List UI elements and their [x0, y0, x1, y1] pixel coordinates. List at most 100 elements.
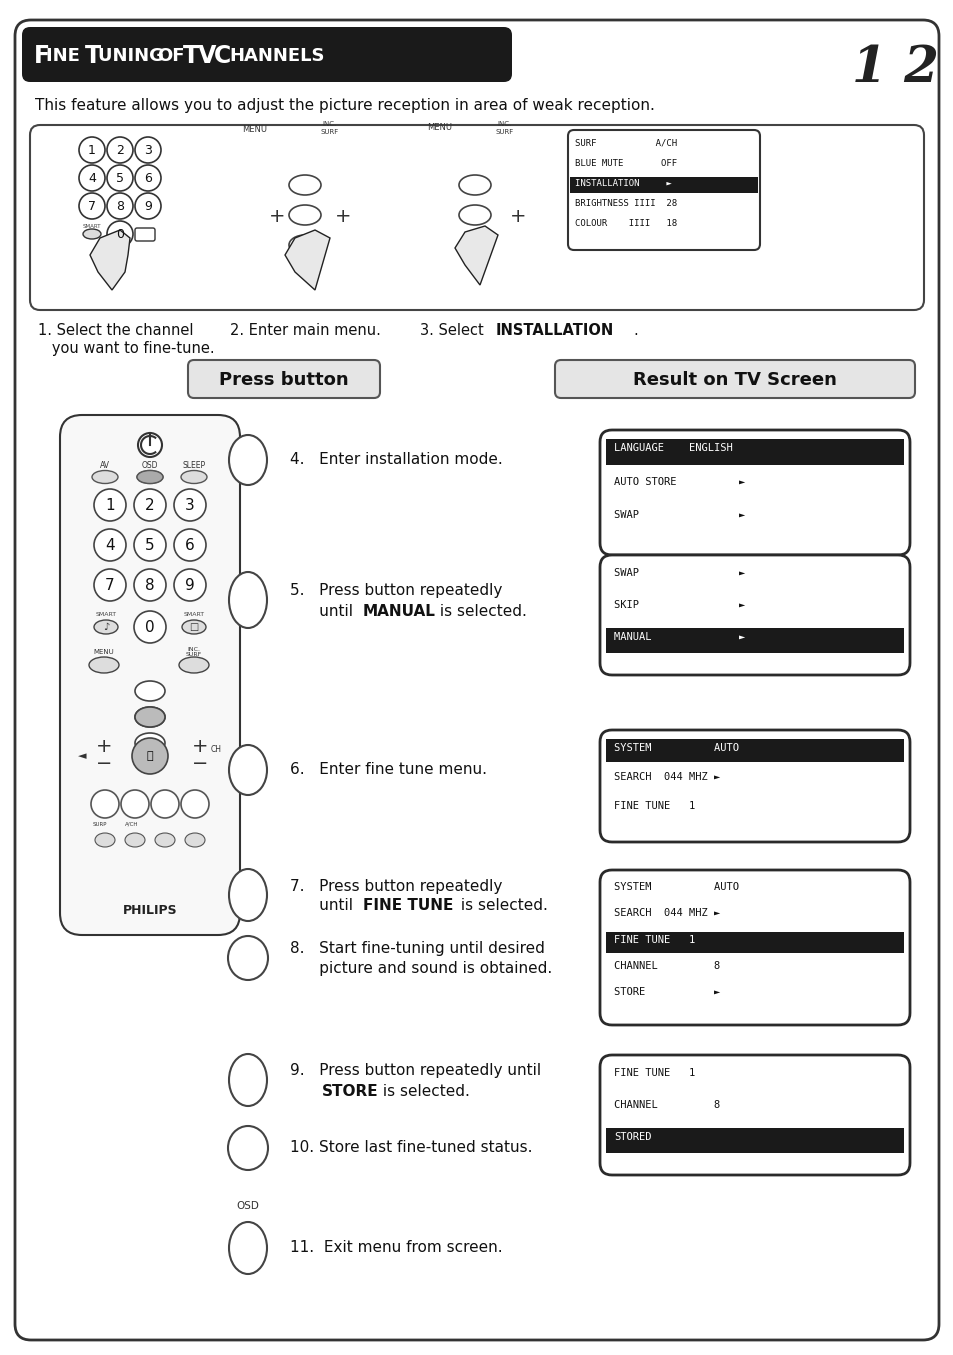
Text: +: + — [269, 207, 285, 226]
Text: MENU: MENU — [93, 649, 114, 654]
Text: CHANNEL         8: CHANNEL 8 — [614, 961, 720, 970]
Circle shape — [133, 489, 166, 522]
Text: SWAP                ►: SWAP ► — [614, 511, 744, 520]
Text: is selected.: is selected. — [435, 603, 526, 618]
Text: SMART: SMART — [183, 612, 204, 618]
Text: FINE TUNE   1: FINE TUNE 1 — [614, 935, 695, 944]
Text: SMART: SMART — [95, 612, 116, 618]
Text: SYSTEM          AUTO: SYSTEM AUTO — [614, 743, 739, 752]
Circle shape — [135, 192, 161, 220]
Text: picture and sound is obtained.: picture and sound is obtained. — [290, 962, 552, 977]
Text: This feature allows you to adjust the picture reception in area of weak receptio: This feature allows you to adjust the pi… — [35, 98, 654, 112]
Text: AUTO STORE          ►: AUTO STORE ► — [614, 477, 744, 486]
Text: 9: 9 — [185, 577, 194, 592]
Circle shape — [173, 489, 206, 522]
Text: CHANNEL         8: CHANNEL 8 — [614, 1100, 720, 1110]
Text: until: until — [290, 603, 357, 618]
Text: you want to fine-tune.: you want to fine-tune. — [38, 341, 214, 356]
Text: SURP: SURP — [92, 821, 107, 827]
Circle shape — [173, 528, 206, 561]
Text: OSD: OSD — [236, 1201, 259, 1211]
Circle shape — [151, 790, 179, 818]
FancyBboxPatch shape — [188, 360, 379, 398]
Circle shape — [138, 434, 162, 457]
Ellipse shape — [289, 234, 320, 255]
Text: INC.
SURF: INC. SURF — [186, 646, 202, 657]
Text: +: + — [95, 737, 112, 756]
Text: PHILIPS: PHILIPS — [123, 904, 177, 916]
Circle shape — [107, 137, 132, 163]
Text: OSD: OSD — [142, 461, 158, 469]
Ellipse shape — [289, 205, 320, 225]
Text: INC.
SURF: INC. SURF — [496, 122, 514, 134]
Text: AV: AV — [100, 461, 110, 469]
Ellipse shape — [229, 572, 267, 627]
Text: MANUAL              ►: MANUAL ► — [614, 631, 744, 642]
Text: 4.   Enter installation mode.: 4. Enter installation mode. — [290, 453, 502, 467]
Text: 8: 8 — [116, 199, 124, 213]
Ellipse shape — [135, 682, 165, 701]
Text: 2: 2 — [116, 144, 124, 156]
Text: INSTALLATION     ►: INSTALLATION ► — [575, 179, 671, 187]
Text: □: □ — [190, 622, 198, 631]
Circle shape — [79, 192, 105, 220]
Text: 5: 5 — [116, 172, 124, 184]
Text: ◄: ◄ — [77, 751, 86, 762]
Ellipse shape — [229, 745, 267, 795]
Text: 5.   Press button repeatedly: 5. Press button repeatedly — [290, 584, 502, 599]
Ellipse shape — [229, 1222, 267, 1274]
Circle shape — [107, 165, 132, 191]
Text: 9.   Press button repeatedly until: 9. Press button repeatedly until — [290, 1064, 540, 1079]
Text: Press button: Press button — [219, 371, 349, 389]
Text: FINE TUNE   1: FINE TUNE 1 — [614, 801, 695, 812]
FancyBboxPatch shape — [605, 740, 903, 762]
Ellipse shape — [229, 1054, 267, 1106]
Text: Result on TV Screen: Result on TV Screen — [633, 371, 836, 389]
Text: 8: 8 — [145, 577, 154, 592]
Ellipse shape — [181, 470, 207, 484]
Ellipse shape — [182, 621, 206, 634]
Ellipse shape — [154, 833, 174, 847]
Text: STORE: STORE — [322, 1084, 378, 1099]
Ellipse shape — [83, 229, 101, 238]
Text: 🔇: 🔇 — [147, 751, 153, 762]
Text: MENU: MENU — [242, 126, 267, 134]
FancyBboxPatch shape — [555, 360, 914, 398]
Text: 10. Store last fine-tuned status.: 10. Store last fine-tuned status. — [290, 1141, 532, 1156]
Text: INC.
SURF: INC. SURF — [320, 122, 338, 134]
Text: 3: 3 — [144, 144, 152, 156]
Polygon shape — [455, 226, 497, 285]
Text: 4: 4 — [88, 172, 96, 184]
Text: T: T — [85, 43, 101, 68]
Text: SEARCH  044 MHZ ►: SEARCH 044 MHZ ► — [614, 772, 720, 782]
FancyBboxPatch shape — [605, 439, 903, 465]
Text: 3. Select: 3. Select — [419, 322, 488, 337]
Text: 7: 7 — [105, 577, 114, 592]
Circle shape — [94, 569, 126, 602]
FancyBboxPatch shape — [605, 627, 903, 653]
Text: CH: CH — [211, 745, 221, 755]
Circle shape — [133, 611, 166, 644]
Polygon shape — [285, 230, 330, 290]
FancyBboxPatch shape — [135, 228, 154, 241]
Text: 2. Enter main menu.: 2. Enter main menu. — [230, 322, 380, 337]
Text: 0: 0 — [145, 619, 154, 634]
FancyBboxPatch shape — [599, 430, 909, 556]
Text: 1: 1 — [88, 144, 96, 156]
Text: 5: 5 — [145, 538, 154, 553]
Circle shape — [79, 165, 105, 191]
FancyBboxPatch shape — [605, 932, 903, 953]
Text: INE: INE — [46, 47, 86, 65]
Text: F: F — [34, 43, 51, 68]
Text: HANNELS: HANNELS — [229, 47, 324, 65]
Text: is selected.: is selected. — [377, 1084, 470, 1099]
Text: STORE           ►: STORE ► — [614, 986, 720, 997]
Text: 8.   Start fine-tuning until desired: 8. Start fine-tuning until desired — [290, 942, 544, 957]
Text: 3: 3 — [185, 497, 194, 512]
Text: UNING: UNING — [98, 47, 170, 65]
Ellipse shape — [125, 833, 145, 847]
Text: 7.   Press button repeatedly: 7. Press button repeatedly — [290, 878, 502, 893]
FancyBboxPatch shape — [599, 870, 909, 1024]
Text: OF: OF — [157, 47, 184, 65]
FancyBboxPatch shape — [22, 27, 512, 83]
